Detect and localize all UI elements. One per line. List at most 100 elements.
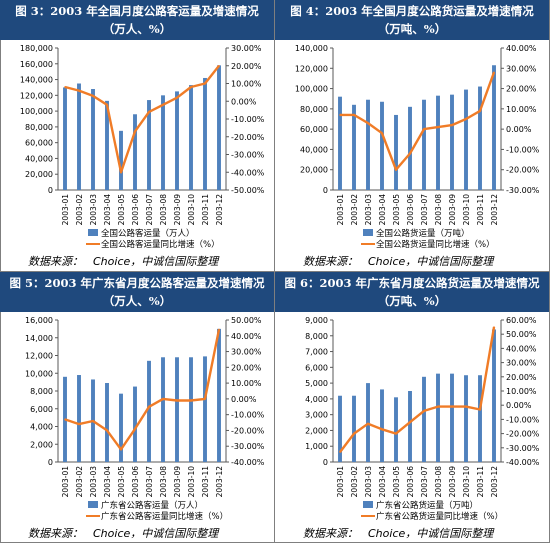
line-point (465, 405, 467, 408)
y-tick-label-left: 3,000 (305, 411, 328, 420)
bar (338, 395, 342, 462)
bar (338, 96, 342, 190)
y-tick-label-left: 120,000 (20, 91, 53, 100)
x-tick-label: 2003-12 (215, 466, 224, 498)
y-tick-label-right: 20.00% (506, 85, 537, 94)
bar (133, 386, 137, 462)
series-line (64, 329, 221, 451)
x-tick-label: 2003-01 (61, 466, 70, 498)
y-tick-label-left: 100,000 (295, 85, 328, 94)
line-point (148, 405, 150, 408)
x-tick-label: 2003-08 (434, 194, 443, 226)
source-label: 数据来源： (303, 527, 358, 540)
bar (63, 87, 67, 190)
line-point (176, 96, 178, 99)
line-point (92, 95, 94, 97)
y-tick-label-right: 30.00% (231, 348, 262, 357)
chart-title: 图 4：2003 年全国月度公路货运量及增速情况 （万吨、%） (275, 0, 549, 40)
line-point (218, 64, 220, 67)
y-tick-label-left: 80,000 (300, 105, 328, 114)
y-tick-label-left: 6,000 (30, 405, 53, 414)
chart-title-line2: （万人、%） (102, 22, 172, 36)
y-tick-label-right: 20.00% (506, 373, 537, 382)
line-point (479, 110, 481, 112)
bar (217, 65, 221, 190)
source-note: 数据来源： Choice，中诚信国际整理 (303, 525, 493, 541)
y-tick-label-right: -30.00% (231, 151, 265, 160)
bar (161, 95, 165, 190)
x-tick-label: 2003-11 (201, 466, 210, 498)
y-tick-label-left: 140,000 (20, 76, 53, 85)
bar (217, 328, 221, 462)
y-tick-label-left: 6,000 (305, 363, 328, 372)
x-tick-label: 2003-01 (61, 194, 70, 226)
chart-panel-fig3: 图 3：2003 年全国月度公路客运量及增速情况 （万人、%） 0 20,000 4… (0, 0, 274, 270)
x-tick-label: 2003-04 (378, 466, 387, 498)
source-note: 数据来源： Choice，中诚信国际整理 (303, 253, 493, 269)
y-tick-label-left: 0 (48, 458, 53, 467)
line-point (437, 126, 439, 128)
y-tick-label-left: 160,000 (20, 60, 53, 69)
bar (408, 391, 412, 462)
bar (105, 383, 109, 462)
line-point (190, 86, 192, 88)
y-tick-label-left: 0 (323, 186, 328, 195)
x-tick-label: 2003-11 (201, 194, 210, 226)
line-point (381, 428, 383, 431)
line-point (120, 171, 122, 174)
x-tick-label: 2003-10 (187, 466, 196, 498)
line-point (367, 422, 369, 425)
y-tick-label-right: -20.00% (231, 133, 265, 142)
chart-svg: 0 20,000 40,000 60,000 80,000 100,000 120,000 1… (295, 44, 540, 250)
legend-label-line: 广东省公路货运量同比增速（%） (376, 511, 503, 522)
line-point (381, 132, 383, 134)
line-point (106, 104, 108, 106)
x-tick-label: 2003-06 (131, 194, 140, 226)
y-tick-label-right: -20.00% (231, 426, 265, 435)
x-tick-label: 2003-06 (406, 466, 415, 498)
chart-panel-fig6: 图 6：2003 年广东省月度公路货运量及增速情况 （万吨、%） 0 1,000 2… (275, 272, 549, 542)
source-label: 数据来源： (28, 527, 83, 540)
chart-plot: 0 20,000 40,000 60,000 80,000 100,000 120,000 1… (0, 40, 274, 250)
source-value: Choice，中诚信国际整理 (93, 527, 219, 540)
line-point (106, 429, 108, 432)
line-point (134, 428, 136, 430)
y-tick-label-right: 30.00% (506, 64, 537, 73)
y-tick-label-right: -40.00% (506, 458, 540, 467)
line-point (451, 124, 453, 126)
chart-plot: 0 2,000 4,000 6,000 8,000 10,000 12,000 14,000 1… (0, 312, 274, 522)
bar (366, 99, 370, 190)
y-tick-label-left: 60,000 (300, 125, 328, 134)
chart-title: 图 3：2003 年全国月度公路客运量及增速情况 （万人、%） (0, 0, 274, 40)
bar (478, 86, 482, 190)
x-tick-label: 2003-07 (420, 194, 429, 226)
y-tick-label-left: 100,000 (20, 107, 53, 116)
chart-title: 图 6：2003 年广东省月度公路货运量及增速情况 （万吨、%） (275, 272, 549, 312)
line-point (148, 111, 150, 113)
line-point (64, 418, 66, 421)
y-tick-label-left: 5,000 (305, 379, 328, 388)
bar (352, 104, 356, 190)
chart-panel-fig5: 图 5：2003 年广东省月度公路客运量及增速情况 （万人、%） 0 2,000 4… (0, 272, 274, 542)
y-tick-label-right: 60.00% (506, 316, 537, 325)
chart-panel-fig4: 图 4：2003 年全国月度公路货运量及增速情况 （万吨、%） 0 20,000 4… (275, 0, 549, 270)
line-point (493, 71, 495, 74)
line-point (92, 420, 94, 422)
bar (203, 77, 207, 190)
y-tick-label-right: -40.00% (231, 458, 265, 467)
y-tick-label-right: -30.00% (506, 444, 540, 453)
y-tick-label-right: 0.00% (231, 97, 257, 106)
y-tick-label-right: -20.00% (506, 166, 540, 175)
y-tick-label-right: 10.00% (231, 379, 262, 388)
chart-svg: 0 2,000 4,000 6,000 8,000 10,000 12,000 14,000 1… (25, 316, 265, 522)
line-point (204, 398, 206, 400)
x-tick-label: 2003-11 (476, 194, 485, 226)
line-point (423, 128, 425, 130)
bar (450, 94, 454, 190)
x-tick-label: 2003-07 (145, 194, 154, 226)
legend-label-line: 全国公路货运量同比增速（%） (376, 239, 495, 250)
line-point (218, 328, 220, 331)
bar (464, 375, 468, 462)
y-tick-label-left: 7,000 (305, 348, 328, 357)
y-tick-label-left: 60,000 (25, 139, 53, 148)
